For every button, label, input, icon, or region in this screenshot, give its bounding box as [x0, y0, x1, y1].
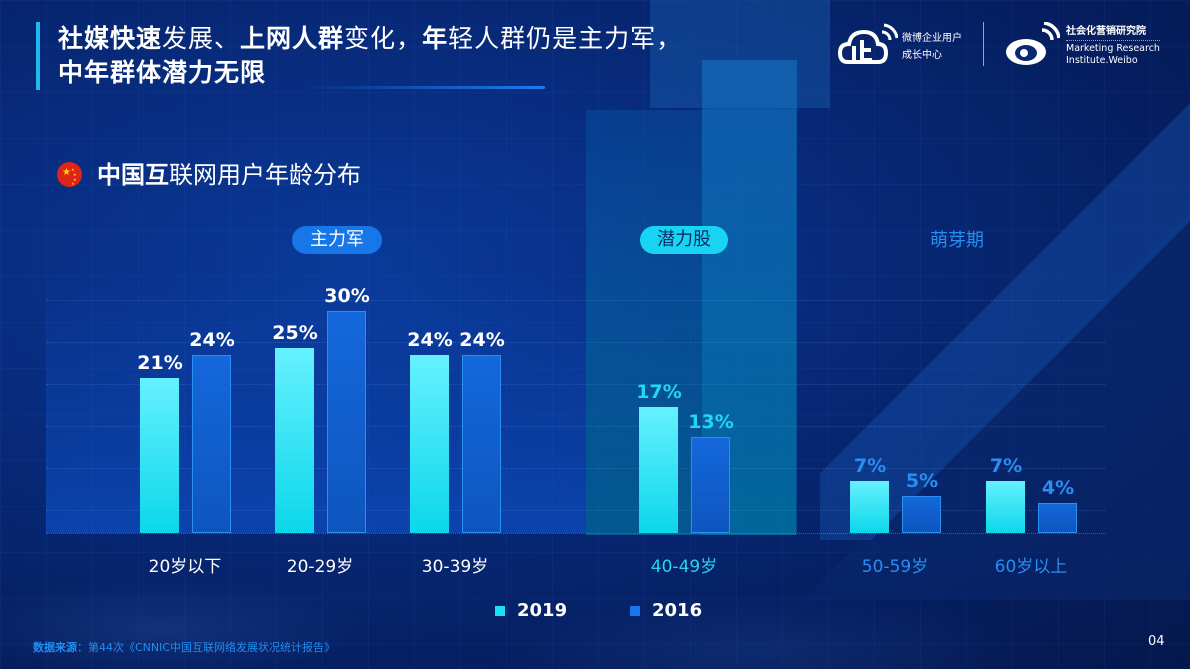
category-label: 40-49岁 — [650, 557, 718, 577]
bar-2019-2 — [410, 355, 449, 533]
logo-divider — [983, 22, 984, 66]
bar-2016-2 — [462, 355, 501, 533]
zone-label-main-force: 主力军 — [292, 226, 382, 254]
bar-2016-5 — [1038, 503, 1077, 533]
category-label: 20-29岁 — [286, 557, 354, 577]
legend-item-2016: 2016 — [630, 600, 702, 622]
weibo-logo-icon — [1006, 22, 1060, 65]
zone-label-potential: 潜力股 — [640, 226, 728, 254]
page-title: 社媒快速发展、上网人群变化，年轻人群仍是主力军， 中年群体潜力无限 — [58, 22, 682, 90]
category-label: 30-39岁 — [421, 557, 489, 577]
dotted-gridline — [46, 300, 1106, 301]
bar-value-label: 5% — [905, 470, 939, 492]
bar-value-label: 24% — [407, 329, 453, 351]
title-underline — [305, 86, 545, 89]
title-accent-bar — [36, 22, 40, 90]
bar-value-label: 24% — [189, 329, 235, 351]
bar-value-label: 24% — [459, 329, 505, 351]
legend-swatch-2016 — [630, 606, 640, 616]
bar-2019-0 — [140, 378, 179, 533]
legend-item-2019: 2019 — [495, 600, 567, 622]
bar-value-label: 21% — [137, 352, 183, 374]
logo-right-text: 社会化营销研究院 Marketing Research Institute.We… — [1066, 26, 1160, 66]
bar-value-label: 17% — [636, 381, 682, 403]
bar-value-label: 30% — [324, 285, 370, 307]
bar-2019-1 — [275, 348, 314, 533]
zone-label-sprout: 萌芽期 — [930, 230, 984, 251]
bar-value-label: 7% — [853, 455, 887, 477]
chart-title: 中国互联网用户年龄分布 — [97, 161, 361, 189]
main-force-panel — [46, 270, 586, 533]
title-line-2: 中年群体潜力无限 — [58, 58, 267, 87]
category-label: 20岁以下 — [148, 557, 222, 577]
bar-value-label: 25% — [272, 322, 318, 344]
page-number: 04 — [1148, 634, 1165, 649]
bar-2016-1 — [327, 311, 366, 533]
bar-2016-4 — [902, 496, 941, 533]
bar-value-label: 7% — [989, 455, 1023, 477]
bar-value-label: 13% — [688, 411, 734, 433]
bar-2019-4 — [850, 481, 889, 533]
bar-2016-3 — [691, 437, 730, 533]
data-source: 数据来源：第44次《CNNIC中国互联网络发展状况统计报告》 — [33, 641, 336, 654]
bar-2019-5 — [986, 481, 1025, 533]
bar-2016-0 — [192, 355, 231, 533]
category-label: 60岁以上 — [994, 557, 1068, 577]
weibo-enterprise-logo-icon — [838, 23, 898, 64]
category-label: 50-59岁 — [861, 557, 929, 577]
china-flag-icon: ★ ★ ★ ★ ★ — [57, 162, 82, 187]
logo-left-text: 微博企业用户 成长中心 — [902, 33, 962, 61]
title-line-1: 社媒快速发展、上网人群变化，年轻人群仍是主力军， — [58, 24, 683, 53]
bar-value-label: 4% — [1041, 477, 1075, 499]
bar-2019-3 — [639, 407, 678, 533]
chart-baseline — [46, 533, 1106, 534]
legend-swatch-2019 — [495, 606, 505, 616]
